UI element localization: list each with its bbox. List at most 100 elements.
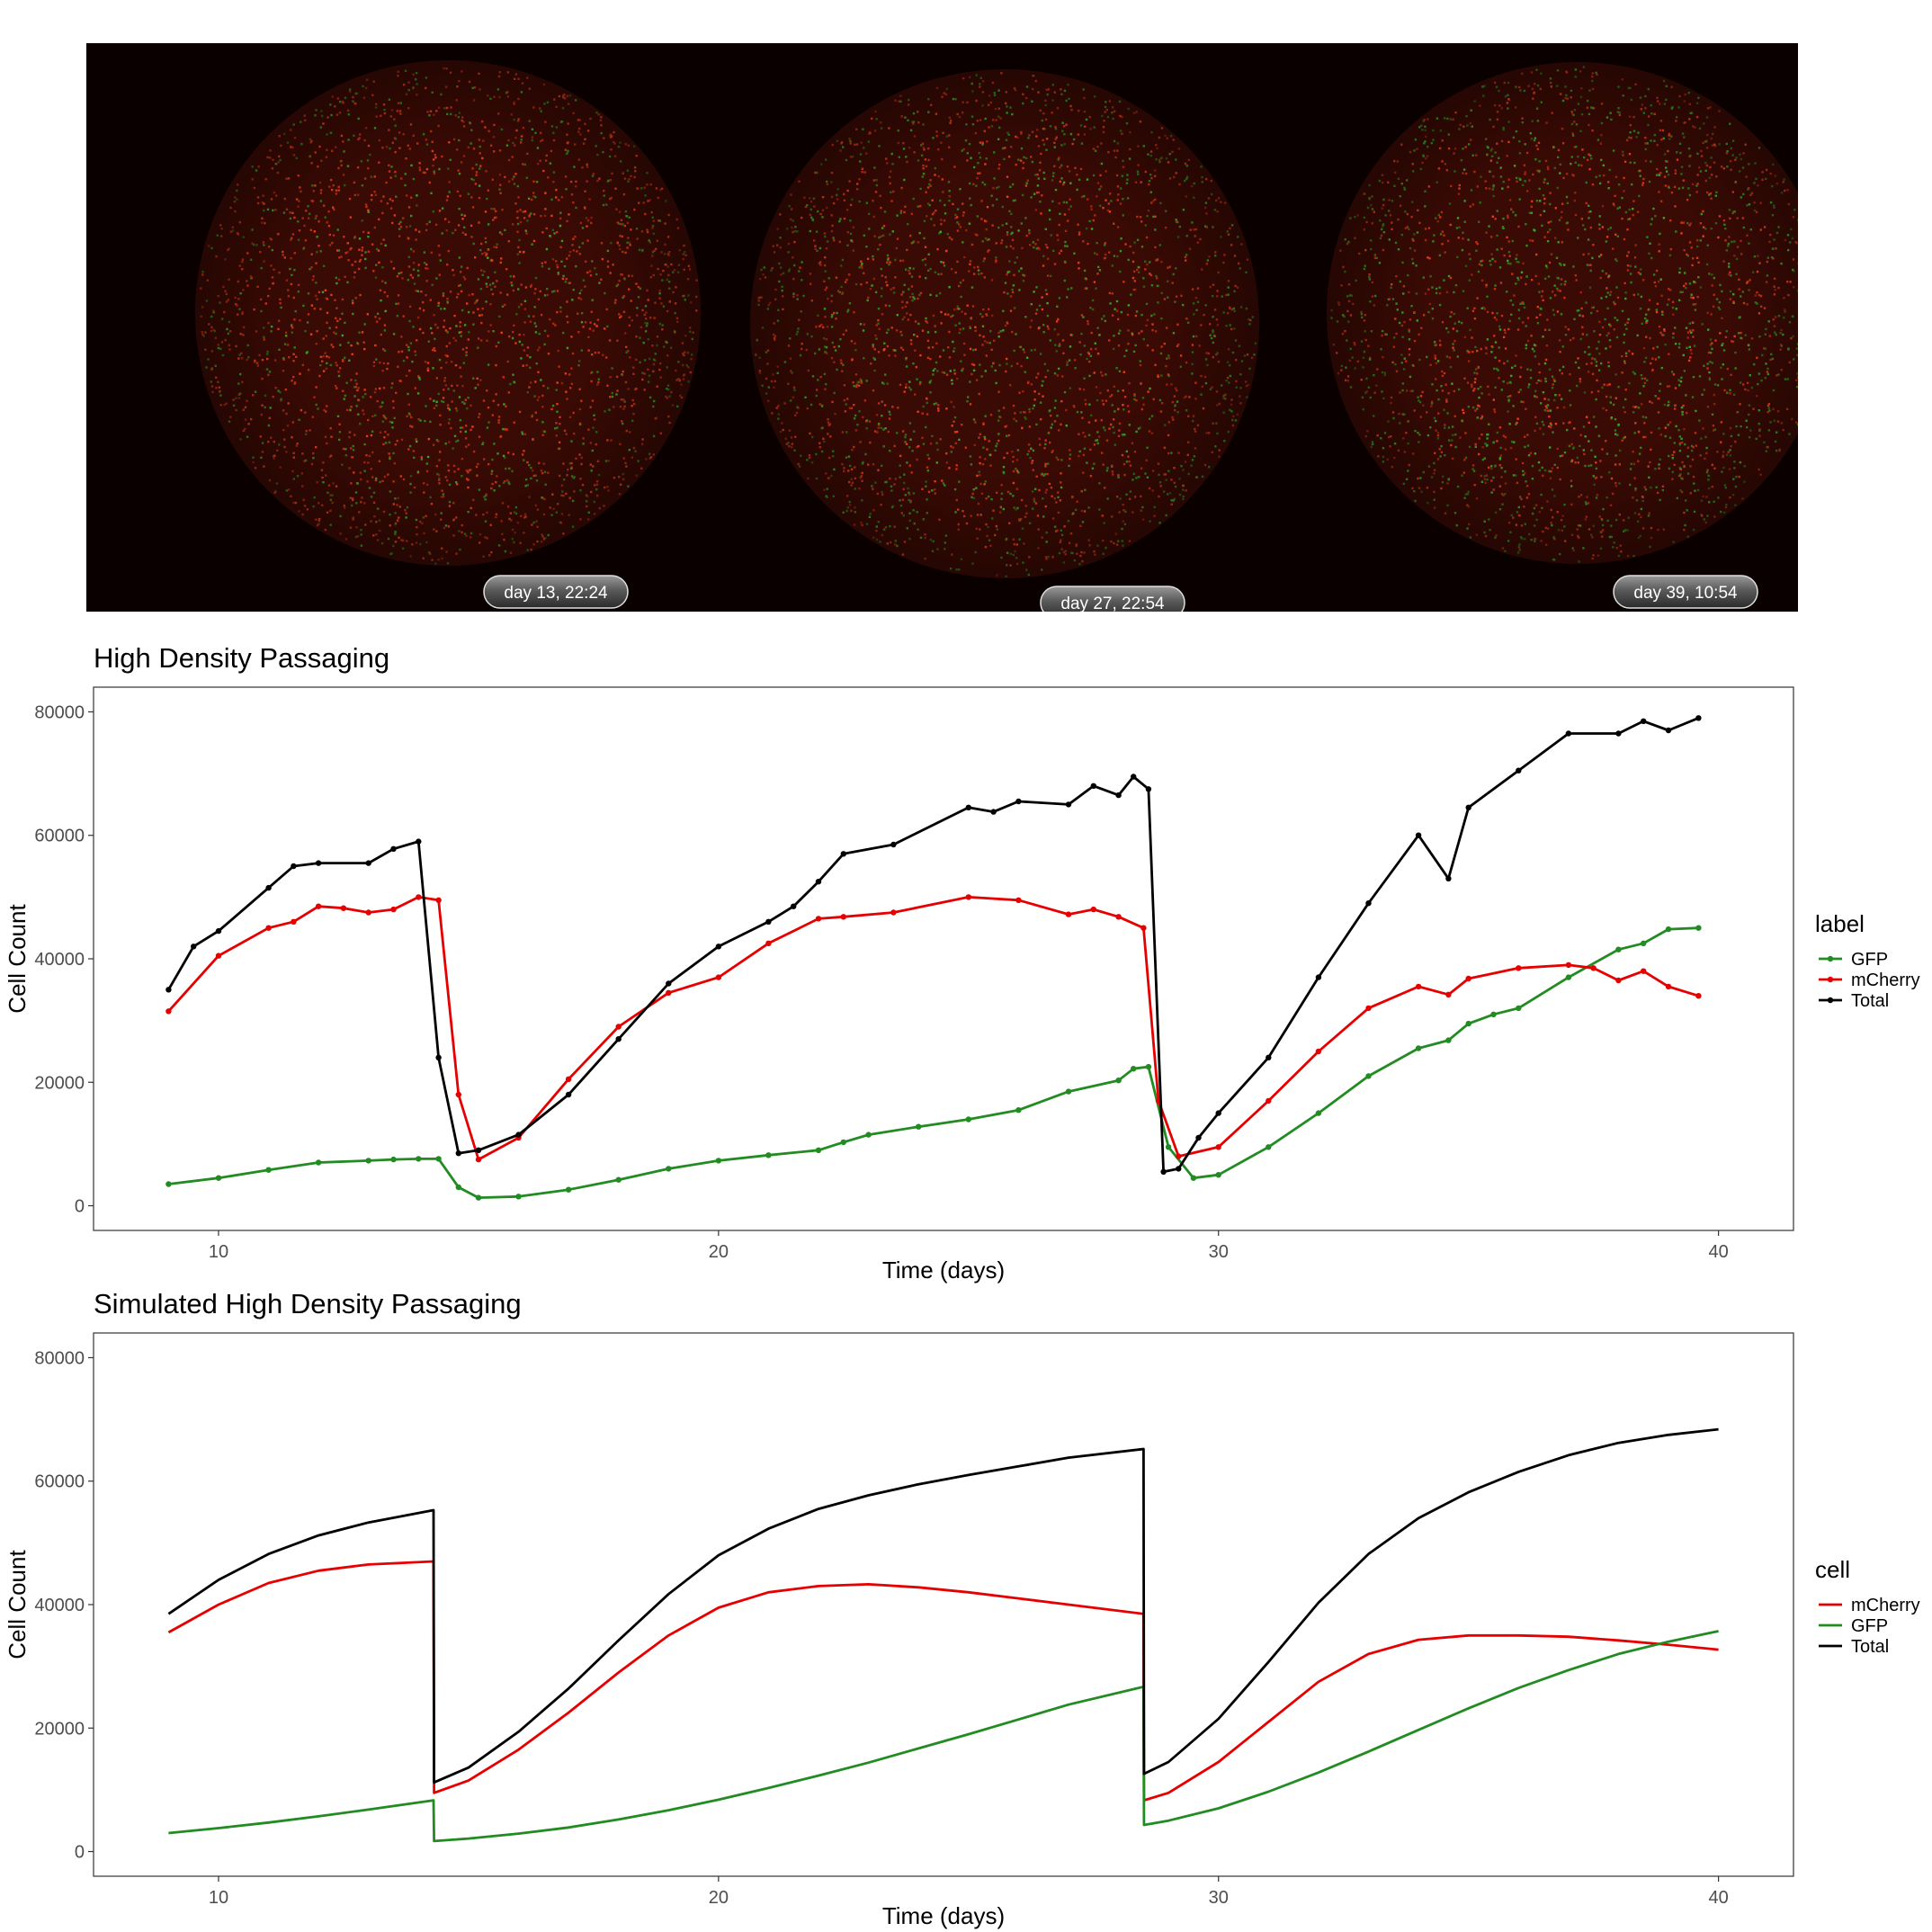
series-total (165, 715, 1702, 1175)
data-point (165, 1008, 172, 1015)
data-point (291, 863, 297, 870)
x-tick-label: 10 (209, 1888, 228, 1908)
data-point (565, 1076, 572, 1082)
data-point (1565, 730, 1572, 737)
data-point (1565, 974, 1572, 980)
data-point (165, 987, 172, 993)
data-point (1590, 965, 1597, 971)
data-point (475, 1194, 482, 1201)
chart-simulated-high-density-passaging: Simulated High Density Passaging 0 20000 4… (0, 1284, 1932, 1930)
data-point (1090, 783, 1097, 789)
data-point (1315, 1048, 1322, 1055)
data-point (1315, 974, 1322, 980)
legend-item: GFP (1819, 1616, 1888, 1636)
data-point (390, 1156, 397, 1163)
data-point (990, 809, 997, 815)
legend-label: Total (1851, 1637, 1889, 1657)
data-point (435, 897, 442, 903)
data-point (1665, 727, 1672, 734)
data-point (565, 1091, 572, 1098)
data-point (1465, 1020, 1471, 1027)
data-point (340, 905, 347, 911)
data-point (1615, 730, 1622, 737)
data-point (1365, 1005, 1372, 1012)
data-point (1165, 1144, 1172, 1150)
data-point (840, 1139, 846, 1146)
data-point (1176, 1166, 1182, 1172)
legend-label: mCherry (1851, 1596, 1920, 1615)
data-point (315, 1159, 322, 1166)
well-image: day 13, 22:24 (195, 60, 701, 609)
data-point (416, 1156, 422, 1162)
data-point (390, 906, 397, 913)
y-tick-label: 80000 (34, 1348, 85, 1368)
data-point (791, 903, 797, 909)
data-point (265, 884, 272, 891)
data-point (455, 1184, 461, 1191)
data-point (1115, 914, 1122, 920)
data-point (1015, 897, 1022, 903)
data-point (1641, 940, 1647, 946)
series-line (168, 926, 1699, 1199)
data-point (1415, 1045, 1422, 1051)
data-point (615, 1176, 622, 1183)
data-point (515, 1131, 522, 1138)
legend-label: Total (1851, 991, 1889, 1011)
x-tick-label: 10 (209, 1242, 228, 1262)
well-image: day 39, 10:54 (1327, 62, 1798, 609)
data-point (1215, 1144, 1221, 1150)
data-point (475, 1147, 482, 1153)
data-point (1115, 792, 1122, 799)
data-point (1145, 786, 1152, 792)
data-point (215, 953, 222, 959)
data-point (1266, 1097, 1272, 1105)
data-point (1365, 1073, 1372, 1079)
plot-frame (93, 1332, 1794, 1877)
data-point (390, 845, 397, 852)
data-point (315, 860, 322, 866)
data-point (191, 944, 197, 950)
data-point (840, 851, 846, 857)
timestamp-label: day 27, 22:54 (1060, 595, 1165, 612)
data-point (815, 1147, 822, 1153)
legend-item: GFP (1819, 950, 1888, 970)
legend-key-point (1827, 997, 1834, 1004)
data-point (1215, 1110, 1221, 1116)
chart-high-density-passaging: High Density Passaging 0 20000 40000 60000 8… (0, 639, 1932, 1284)
legend-key-point (1827, 955, 1834, 962)
data-point (1490, 1011, 1497, 1017)
series-line (167, 1427, 1719, 1784)
data-point (1665, 983, 1672, 990)
data-point (315, 903, 322, 909)
data-point (765, 918, 772, 925)
data-point (1695, 993, 1702, 999)
data-point (565, 1186, 572, 1193)
data-point (365, 1158, 371, 1164)
data-point (1615, 946, 1622, 953)
data-point (1176, 1153, 1182, 1159)
data-point (365, 909, 371, 916)
data-point (1445, 875, 1452, 881)
data-point (1140, 925, 1147, 931)
chart-title: High Density Passaging (94, 642, 389, 674)
data-point (416, 894, 422, 900)
chart-title: Simulated High Density Passaging (94, 1288, 522, 1319)
data-point (1266, 1144, 1272, 1150)
data-point (455, 1150, 461, 1157)
data-point (435, 1156, 442, 1162)
data-point (1615, 977, 1622, 984)
data-point (1365, 900, 1372, 907)
data-point (965, 804, 972, 810)
series-mcherry (165, 894, 1702, 1163)
data-point (1465, 804, 1471, 810)
series-line (167, 895, 1699, 1161)
data-point (1065, 911, 1072, 917)
data-point (815, 879, 822, 885)
y-axis-title: Cell Count (4, 904, 31, 1014)
data-point (715, 974, 722, 980)
data-point (840, 914, 846, 920)
series-total (167, 1427, 1719, 1784)
data-point (666, 1166, 672, 1172)
series-mcherry (167, 1560, 1719, 1802)
